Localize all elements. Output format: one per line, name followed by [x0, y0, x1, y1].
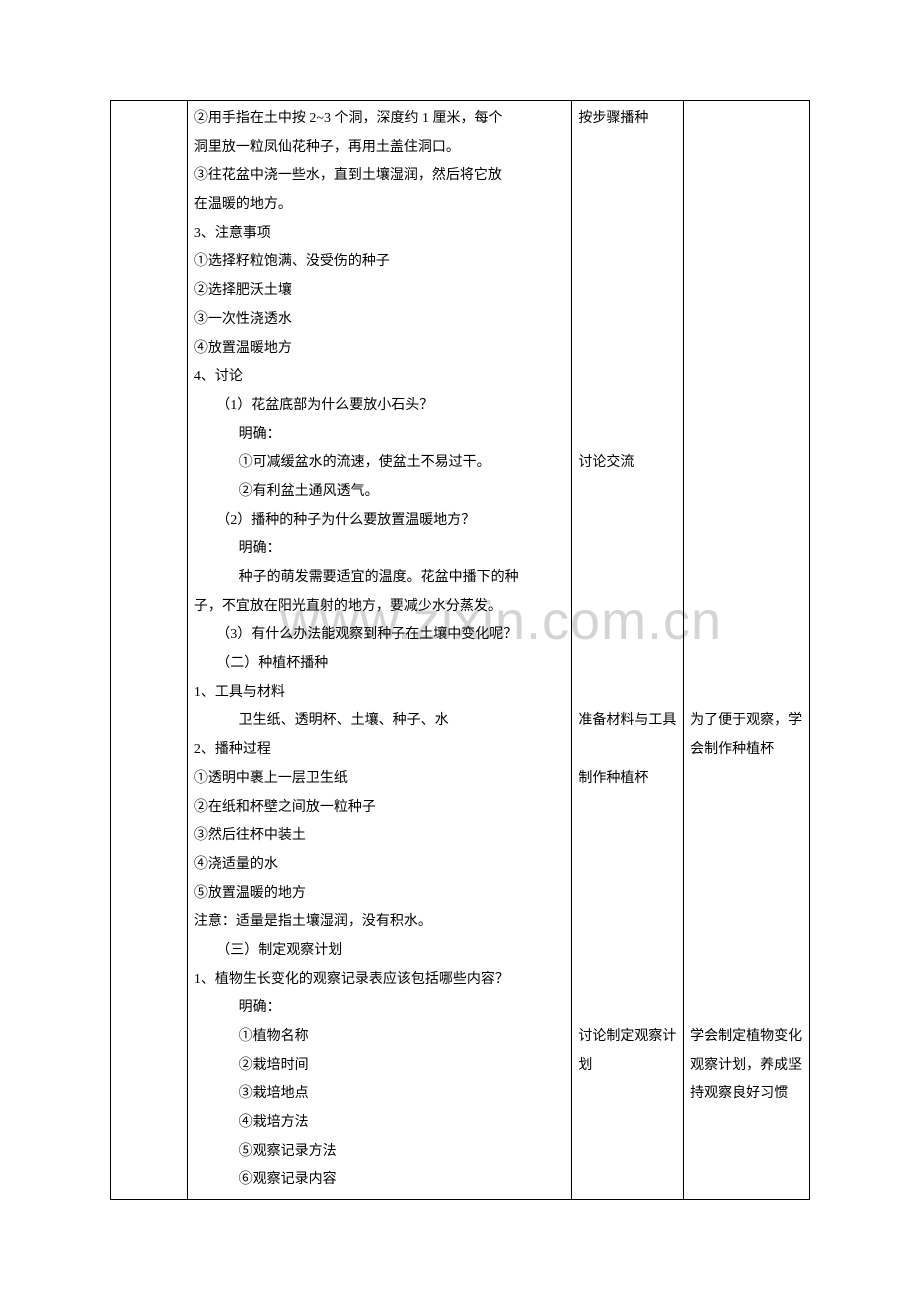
- body-line: 4、讨论: [194, 363, 565, 392]
- lesson-table: ②用手指在土中按 2~3 个洞，深度约 1 厘米，每个洞里放一粒凤仙花种子，再用…: [110, 100, 810, 1200]
- cell-col1: [111, 101, 188, 1200]
- body-line: （2）播种的种子为什么要放置温暖地方？: [194, 507, 565, 536]
- body-line: ③然后往杯中装土: [194, 822, 565, 851]
- side-note: 准备材料与工具: [578, 707, 677, 736]
- body-line: 在温暖的地方。: [194, 191, 565, 220]
- page-content: ②用手指在土中按 2~3 个洞，深度约 1 厘米，每个洞里放一粒凤仙花种子，再用…: [110, 100, 810, 1200]
- body-line: 注意：适量是指土壤湿润，没有积水。: [194, 908, 565, 937]
- side-note: 讨论制定观察计划: [578, 1023, 677, 1080]
- body-line: 1、工具与材料: [194, 679, 565, 708]
- body-line: ④放置温暖地方: [194, 335, 565, 364]
- side-note: 为了便于观察，学会制作种植杯: [690, 707, 803, 764]
- body-line: 1、植物生长变化的观察记录表应该包括哪些内容？: [194, 966, 565, 995]
- body-line: ④栽培方法: [194, 1109, 565, 1138]
- body-line: 明确：: [194, 421, 565, 450]
- body-line: ③一次性浇透水: [194, 306, 565, 335]
- body-line: 洞里放一粒凤仙花种子，再用土盖住洞口。: [194, 134, 565, 163]
- body-line: ④浇适量的水: [194, 851, 565, 880]
- body-line: （1）花盆底部为什么要放小石头？: [194, 392, 565, 421]
- body-line: ①植物名称: [194, 1023, 565, 1052]
- body-line: （二）种植杯播种: [194, 650, 565, 679]
- table-row: ②用手指在土中按 2~3 个洞，深度约 1 厘米，每个洞里放一粒凤仙花种子，再用…: [111, 101, 810, 1200]
- body-line: ⑤观察记录方法: [194, 1138, 565, 1167]
- cell-col4: 为了便于观察，学会制作种植杯 学会制定植物变化观察计划，养成坚持观察良好习惯: [684, 101, 810, 1200]
- body-line: 种子的萌发需要适宜的温度。花盆中播下的种: [194, 564, 565, 593]
- body-line: 明确：: [194, 535, 565, 564]
- body-line: ③栽培地点: [194, 1080, 565, 1109]
- body-line: ⑥观察记录内容: [194, 1166, 565, 1195]
- cell-col3: 按步骤播种 讨论交流 准备材料与工具 制作种植杯 讨论制定观察计划: [572, 101, 684, 1200]
- cell-col2: ②用手指在土中按 2~3 个洞，深度约 1 厘米，每个洞里放一粒凤仙花种子，再用…: [187, 101, 571, 1200]
- body-line: ①透明中裹上一层卫生纸: [194, 765, 565, 794]
- body-line: 卫生纸、透明杯、土壤、种子、水: [194, 707, 565, 736]
- body-line: 明确：: [194, 994, 565, 1023]
- body-line: 2、播种过程: [194, 736, 565, 765]
- body-line: ⑤放置温暖的地方: [194, 880, 565, 909]
- side-note: 按步骤播种: [578, 105, 677, 134]
- body-line: （3）有什么办法能观察到种子在土壤中变化呢？: [194, 621, 565, 650]
- side-note: 讨论交流: [578, 449, 677, 478]
- body-line: ①可减缓盆水的流速，使盆土不易过干。: [194, 449, 565, 478]
- body-line: ②选择肥沃土壤: [194, 277, 565, 306]
- body-line: ②在纸和杯壁之间放一粒种子: [194, 794, 565, 823]
- body-line: 3、注意事项: [194, 220, 565, 249]
- body-line: ②栽培时间: [194, 1052, 565, 1081]
- body-line: ②有利盆土通风透气。: [194, 478, 565, 507]
- body-line: （三）制定观察计划: [194, 937, 565, 966]
- side-note: 制作种植杯: [578, 765, 677, 794]
- body-line: 子，不宜放在阳光直射的地方，要减少水分蒸发。: [194, 593, 565, 622]
- body-line: ①选择籽粒饱满、没受伤的种子: [194, 248, 565, 277]
- body-line: ③往花盆中浇一些水，直到土壤湿润，然后将它放: [194, 162, 565, 191]
- side-note: 学会制定植物变化观察计划，养成坚持观察良好习惯: [690, 1023, 803, 1109]
- body-line: ②用手指在土中按 2~3 个洞，深度约 1 厘米，每个: [194, 105, 565, 134]
